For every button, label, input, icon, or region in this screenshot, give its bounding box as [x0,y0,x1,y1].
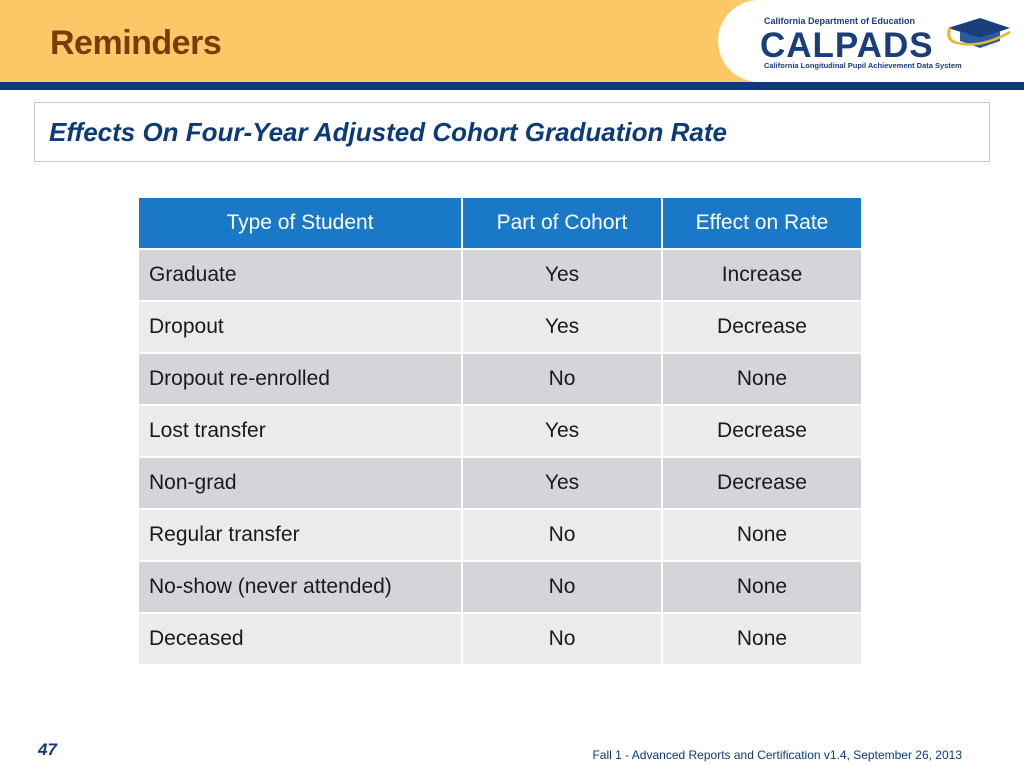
slide-title: Reminders [50,24,222,62]
table-cell: Yes [461,300,663,354]
table-cell: Lost transfer [137,404,463,458]
table-cell: Yes [461,248,663,302]
table-header-row: Type of Student Part of Cohort Effect on… [137,196,863,250]
table-cell: No-show (never attended) [137,560,463,614]
table-cell: None [661,508,863,562]
subtitle-box: Effects On Four-Year Adjusted Cohort Gra… [34,102,990,162]
table-row: Regular transfer No None [137,508,863,562]
table-cell: No [461,560,663,614]
logo-wordmark: CALPADS [760,26,934,65]
table-cell: Increase [661,248,863,302]
table-cell: None [661,560,863,614]
table-cell: Regular transfer [137,508,463,562]
table-cell: Deceased [137,612,463,666]
table-cell: None [661,612,863,666]
table-cell: Yes [461,456,663,510]
table-cell: None [661,352,863,406]
header-rule [0,82,1024,90]
table-cell: No [461,612,663,666]
table-cell: No [461,508,663,562]
graduation-cap-icon [947,18,1011,48]
table-cell: Dropout [137,300,463,354]
slide-subtitle: Effects On Four-Year Adjusted Cohort Gra… [49,117,727,147]
logo-subtitle-text: California Longitudinal Pupil Achievemen… [764,61,962,70]
table-cell: Decrease [661,456,863,510]
table-row: Lost transfer Yes Decrease [137,404,863,458]
table-cell: Non-grad [137,456,463,510]
table-cell: No [461,352,663,406]
table-row: Dropout Yes Decrease [137,300,863,354]
table-cell: Decrease [661,300,863,354]
table-row: Dropout re-enrolled No None [137,352,863,406]
table-row: Non-grad Yes Decrease [137,456,863,510]
cohort-effects-table: Type of Student Part of Cohort Effect on… [137,196,863,666]
table-cell: Dropout re-enrolled [137,352,463,406]
table-cell: Graduate [137,248,463,302]
logo-department-text: California Department of Education [764,16,916,26]
column-header: Effect on Rate [661,196,863,250]
table-cell: Yes [461,404,663,458]
table-row: Deceased No None [137,612,863,666]
table-cell: Decrease [661,404,863,458]
slide-number: 47 [38,740,57,759]
footer-text: Fall 1 - Advanced Reports and Certificat… [592,748,962,762]
column-header: Type of Student [137,196,463,250]
table-row: No-show (never attended) No None [137,560,863,614]
table-row: Graduate Yes Increase [137,248,863,302]
column-header: Part of Cohort [461,196,663,250]
